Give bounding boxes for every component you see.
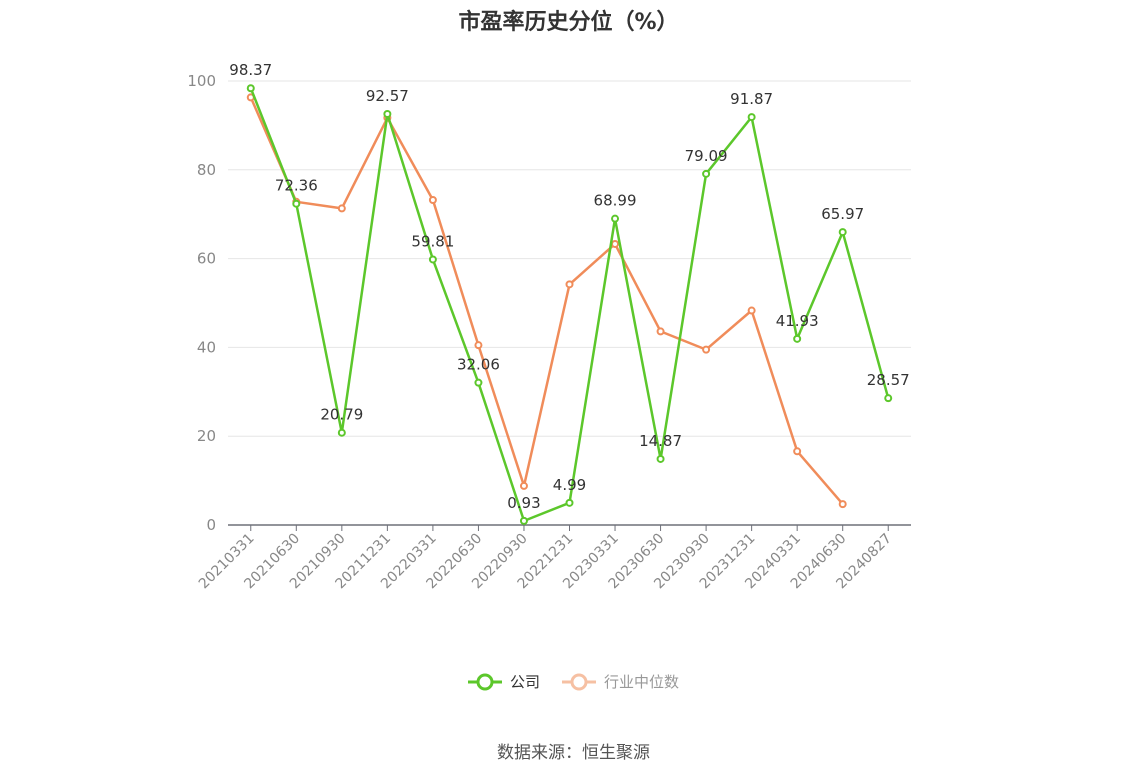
data-point-industry xyxy=(565,280,574,289)
series-line-company xyxy=(249,87,890,523)
data-label-company: 68.99 xyxy=(594,192,637,210)
legend-item-company[interactable]: 公司 xyxy=(467,671,540,692)
data-point-industry xyxy=(474,341,483,350)
data-point-company xyxy=(246,84,255,93)
series-lines xyxy=(246,84,893,525)
y-tick-label: 0 xyxy=(206,516,216,534)
data-point-company xyxy=(702,169,711,178)
data-label-company: 0.93 xyxy=(507,494,540,512)
data-point-company xyxy=(383,109,392,118)
legend-industry-marker-icon xyxy=(562,673,596,690)
data-label-company: 79.09 xyxy=(685,147,728,165)
data-label-company: 14.87 xyxy=(639,432,682,450)
data-point-industry xyxy=(519,481,528,490)
data-point-company xyxy=(747,113,756,122)
data-label-company: 65.97 xyxy=(821,205,864,223)
y-tick-label: 20 xyxy=(197,427,216,445)
data-point-company xyxy=(838,228,847,237)
data-label-company: 92.57 xyxy=(366,87,409,105)
data-point-industry xyxy=(747,306,756,315)
legend: 公司 行业中位数 xyxy=(0,671,1147,692)
data-label-company: 28.57 xyxy=(867,371,910,389)
data-label-company: 98.37 xyxy=(229,61,272,79)
data-point-industry xyxy=(656,327,665,336)
y-tick-label: 40 xyxy=(197,338,216,356)
data-label-company: 72.36 xyxy=(275,177,318,195)
data-label-company: 4.99 xyxy=(553,476,586,494)
data-point-company xyxy=(428,255,437,264)
data-label-company: 41.93 xyxy=(776,312,819,330)
series-line-industry xyxy=(249,96,844,505)
data-label-company: 20.79 xyxy=(320,406,363,424)
data-point-industry xyxy=(838,500,847,509)
data-point-company xyxy=(793,334,802,343)
grid-lines xyxy=(228,80,911,437)
data-point-company xyxy=(611,214,620,223)
data-point-company xyxy=(565,498,574,507)
data-point-company xyxy=(656,454,665,463)
line-chart: 0204060801002021033120210630202109302021… xyxy=(187,61,911,592)
y-tick-label: 80 xyxy=(197,161,216,179)
axes: 0204060801002021033120210630202109302021… xyxy=(187,72,911,592)
data-point-industry xyxy=(428,195,437,204)
data-labels: 98.37 72.36 20.79 92.57 59.81 32.06 0.93 4.99 68… xyxy=(229,61,909,512)
legend-company-label: 公司 xyxy=(509,673,540,691)
data-point-company xyxy=(519,516,528,525)
data-label-company: 91.87 xyxy=(730,90,773,108)
legend-company-marker-icon xyxy=(467,673,502,690)
data-point-company xyxy=(337,428,346,437)
chart-title: 市盈率历史分位（%） xyxy=(458,10,679,35)
data-source: 数据来源：恒生聚源 xyxy=(497,743,650,763)
data-label-company: 32.06 xyxy=(457,356,500,374)
y-tick-label: 100 xyxy=(187,72,216,90)
data-point-industry xyxy=(611,239,620,248)
data-label-company: 59.81 xyxy=(411,232,454,250)
data-point-company xyxy=(884,394,893,403)
legend-item-industry[interactable]: 行业中位数 xyxy=(562,671,679,692)
data-point-company xyxy=(292,199,301,208)
legend-industry-label: 行业中位数 xyxy=(604,673,680,691)
data-point-industry xyxy=(702,345,711,354)
data-point-industry xyxy=(793,447,802,456)
data-point-company xyxy=(474,378,483,387)
y-tick-label: 60 xyxy=(197,250,216,268)
data-point-industry xyxy=(337,204,346,213)
